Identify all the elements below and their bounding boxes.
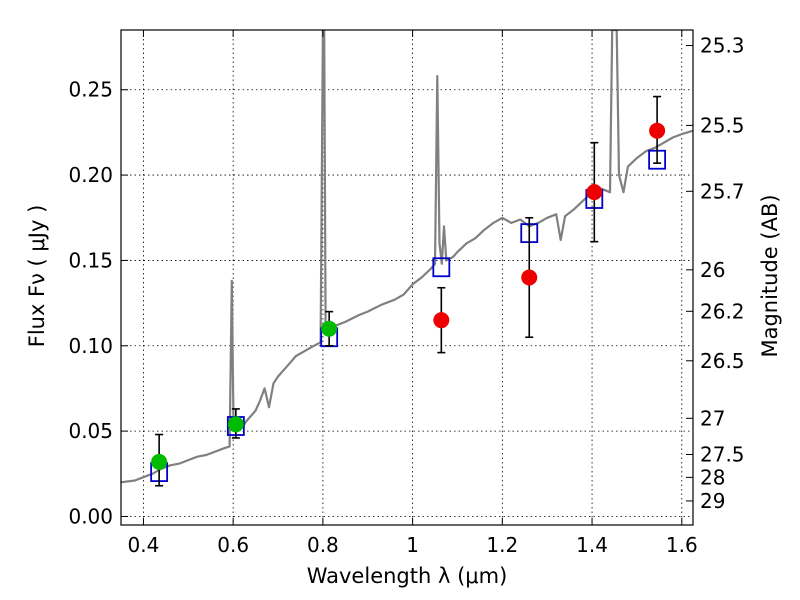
green-observed-point xyxy=(227,416,244,433)
mag-tick-label: 26 xyxy=(700,258,725,282)
mag-tick-label: 27.5 xyxy=(700,443,745,467)
x-tick-label: 0.6 xyxy=(217,533,249,557)
grid-lines xyxy=(121,30,693,525)
y-tick-label: 0.10 xyxy=(68,334,113,358)
x-tick-label: 1.4 xyxy=(576,533,608,557)
y-tick-label: 0.15 xyxy=(68,248,113,272)
x-tick-label: 0.8 xyxy=(307,533,339,557)
mag-tick-label: 25.3 xyxy=(700,34,745,58)
y-tick-label: 0.05 xyxy=(68,419,113,443)
y-axis-label: Flux Fν ( μJy ) xyxy=(25,205,49,348)
x-tick-label: 0.4 xyxy=(128,533,160,557)
red-observed-point xyxy=(649,122,666,139)
mag-tick-label: 26.5 xyxy=(700,349,745,373)
y2-axis-label: Magnitude (AB) xyxy=(758,194,782,357)
mag-tick-label: 25.7 xyxy=(700,179,745,203)
red-observed-point xyxy=(521,269,538,286)
mag-tick-label: 28 xyxy=(700,465,725,489)
y-tick-label: 0.00 xyxy=(68,504,113,528)
x-tick-label: 1.2 xyxy=(486,533,518,557)
y-tick-label: 0.25 xyxy=(68,78,113,102)
model-photometry-square xyxy=(432,257,451,278)
x-tick-label: 1.6 xyxy=(666,533,698,557)
red-observed-point xyxy=(586,184,603,201)
axis-ticks: 0.4 0.6 0.8 1 1.2 1.4 1.6 0.00 0.05 0.10 0.15 0.20 0… xyxy=(68,30,745,557)
green-observed-point xyxy=(151,453,168,470)
red-observed-point xyxy=(433,312,450,329)
mag-tick-label: 26.2 xyxy=(700,299,745,323)
mag-tick-label: 25.5 xyxy=(700,113,745,137)
x-tick-label: 1 xyxy=(406,533,419,557)
model-sed-line xyxy=(121,30,693,484)
y-tick-label: 0.20 xyxy=(68,163,113,187)
plot-frame xyxy=(120,29,694,526)
mag-tick-label: 27 xyxy=(700,406,725,430)
plot-area xyxy=(121,30,693,487)
mag-tick-label: 29 xyxy=(700,489,725,513)
x-axis-label: Wavelength λ (μm) xyxy=(307,564,508,588)
green-observed-point xyxy=(321,320,338,337)
